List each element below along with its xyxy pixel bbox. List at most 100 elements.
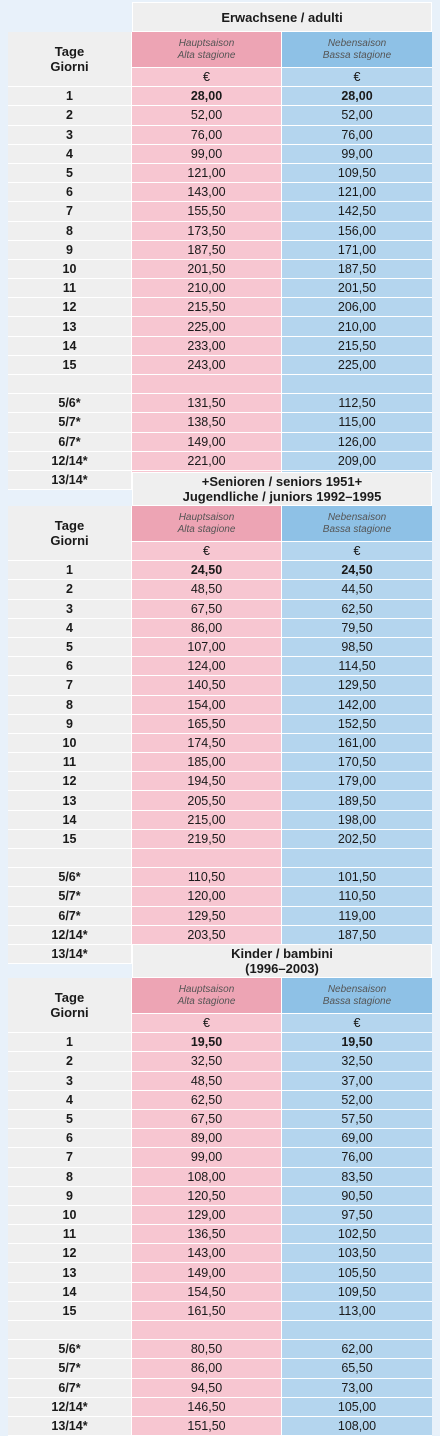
low-season-price: 170,50 [282,753,432,773]
low-season-de: Nebensaison [327,983,387,995]
table-row: 6/7* 129,50 119,00 [8,906,432,926]
table-row: 5 121,00 109,50 [8,163,432,184]
table-row: 13 149,00 105,50 [8,1263,432,1283]
days-cell: 6 [8,183,132,203]
low-season-price: 112,50 [282,394,432,414]
days-label-de: Tage [54,518,85,533]
table-row: 6 89,00 69,00 [8,1129,432,1149]
table-title-line-2: (1996–2003) [245,961,319,976]
table-row: 11 185,00 170,50 [8,753,432,773]
low-season-price: 37,00 [282,1071,432,1091]
low-season-price: 19,50 [282,1033,432,1053]
table-row: 10 129,00 97,50 [8,1205,432,1226]
days-cell: 2 [8,580,132,600]
days-header: Tage Giorni [8,506,132,561]
table-row: 13 205,50 189,50 [8,791,432,811]
low-season-price: 114,50 [282,657,432,677]
low-season-price: 57,50 [282,1109,432,1130]
days-cell: 4 [8,1090,132,1110]
table-row: 6/7* 149,00 126,00 [8,432,432,452]
days-cell: 9 [8,1186,132,1206]
days-cell: 9 [8,714,132,734]
days-cell: 1 [8,1033,132,1053]
days-cell [8,1321,132,1341]
table-row: 8 108,00 83,50 [8,1167,432,1187]
low-season-header: Nebensaison Bassa stagione [282,506,432,542]
table-row: 4 99,00 99,00 [8,144,432,164]
table-row: 4 62,50 52,00 [8,1090,432,1110]
high-season-price: 32,50 [132,1052,282,1072]
low-season-header: Nebensaison Bassa stagione [282,978,432,1014]
table-row: 7 140,50 129,50 [8,676,432,696]
high-season-price: 136,50 [132,1225,282,1245]
table-row: 5 107,00 98,50 [8,637,432,658]
low-season-price: 206,00 [282,298,432,318]
table-row: 14 215,00 198,00 [8,810,432,830]
table-row: 7 155,50 142,50 [8,202,432,222]
days-cell: 12/14* [8,925,132,945]
high-season-price: 140,50 [132,676,282,696]
high-season-price: 89,00 [132,1129,282,1149]
table-row: 13/14* 151,50 108,00 [8,1416,432,1436]
days-cell: 8 [8,221,132,241]
low-season-price: 113,00 [282,1301,432,1321]
high-season-price: 201,50 [132,259,282,280]
low-season-de: Nebensaison [327,511,387,523]
table-row: 15 219,50 202,50 [8,829,432,849]
low-season-price: 76,00 [282,125,432,145]
table-row: 12/14* 146,50 105,00 [8,1397,432,1417]
low-season-price: 98,50 [282,637,432,658]
low-season-price: 201,50 [282,279,432,299]
days-cell: 14 [8,1282,132,1302]
days-cell [8,375,132,395]
days-cell: 14 [8,336,132,356]
table-row: 5 67,50 57,50 [8,1109,432,1130]
high-season-price: 131,50 [132,394,282,414]
days-cell: 6 [8,1129,132,1149]
days-label-de: Tage [54,44,85,59]
high-season-price [132,1321,282,1341]
low-season-price: 121,00 [282,183,432,203]
table-row: 12 215,50 206,00 [8,298,432,318]
high-season-price: 99,00 [132,144,282,164]
days-cell: 5/7* [8,413,132,433]
high-season-price: 19,50 [132,1033,282,1053]
table-row: 11 136,50 102,50 [8,1225,432,1245]
days-cell: 2 [8,1052,132,1072]
high-season-price: 80,50 [132,1340,282,1360]
table-row: 10 201,50 187,50 [8,259,432,280]
table-row: 1 19,50 19,50 [8,1033,432,1053]
low-season-price: 198,00 [282,810,432,830]
high-season-price: 143,00 [132,183,282,203]
currency-cell: € [282,68,432,88]
table-row: 6 124,00 114,50 [8,657,432,677]
table-row: 1 28,00 28,00 [8,87,432,107]
table-header: +Senioren / seniors 1951+ Jugendliche / j… [8,472,432,506]
high-season-price: 129,00 [132,1205,282,1226]
low-season-price: 65,50 [282,1359,432,1379]
table-row: 14 233,00 215,50 [8,336,432,356]
low-season-price: 152,50 [282,714,432,734]
table-title: Kinder / bambini (1996–2003) [132,944,432,978]
table-row: 5/6* 110,50 101,50 [8,868,432,888]
table-row: 8 173,50 156,00 [8,221,432,241]
table-row: 3 76,00 76,00 [8,125,432,145]
low-season-price: 210,00 [282,317,432,337]
days-cell: 12 [8,298,132,318]
high-season-de: Hauptsaison [178,511,235,523]
high-season-it: Alta stagione [177,995,236,1007]
high-season-price: 138,50 [132,413,282,433]
table-row: 6 143,00 121,00 [8,183,432,203]
high-season-price: 24,50 [132,561,282,581]
low-season-price: 126,00 [282,432,432,452]
low-season-price: 187,50 [282,259,432,280]
spacer-row [8,1321,432,1341]
days-cell: 3 [8,599,132,619]
low-season-price: 142,00 [282,695,432,715]
high-season-price: 120,00 [132,887,282,907]
table-row: 9 165,50 152,50 [8,714,432,734]
table-row: 11 210,00 201,50 [8,279,432,299]
high-season-price: 187,50 [132,240,282,260]
high-season-price: 67,50 [132,599,282,619]
days-cell: 11 [8,1225,132,1245]
